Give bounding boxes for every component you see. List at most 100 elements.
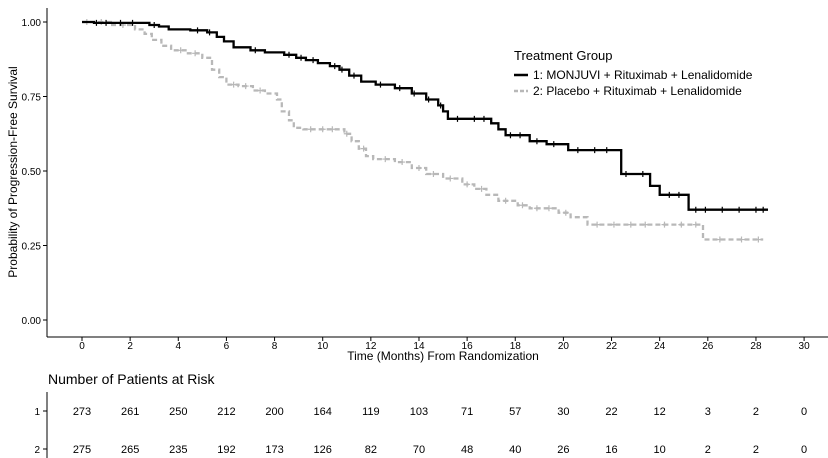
censor-mark [437,102,444,109]
risk-count: 82 [365,444,377,456]
x-tick-label: 16 [462,341,474,352]
risk-count: 126 [314,444,332,456]
censor-mark [93,19,100,26]
censor-mark [192,50,199,57]
risk-table: Number of Patients at Risk 1 273 261 250 212… [34,371,807,458]
censor-mark [692,206,699,213]
censor-mark [574,147,581,154]
y-tick-label: 0.50 [22,167,42,178]
risk-count: 48 [461,444,473,456]
risk-count: 12 [654,406,666,418]
censor-mark [430,170,437,177]
risk-count: 250 [169,406,187,418]
censor-mark [307,126,314,133]
risk-count: 261 [121,406,139,418]
risk-count: 3 [705,406,711,418]
censor-mark [454,115,461,122]
censor-mark [507,132,514,139]
y-axis-title: Probability of Progression-Free Survival [6,66,20,277]
censor-mark [755,236,762,243]
censor-mark [480,115,487,122]
y-tick-label: 0.25 [22,242,42,253]
censor-mark [343,130,350,137]
risk-count: 0 [801,406,807,418]
censor-mark [736,206,743,213]
censor-mark [319,126,326,133]
x-tick-label: 10 [317,341,329,352]
risk-count: 16 [605,444,617,456]
x-tick-label: 8 [272,341,278,352]
x-tick-label: 4 [175,341,181,352]
censor-mark [151,21,158,28]
x-tick-label: 24 [654,341,666,352]
x-tick-label: 0 [79,341,85,352]
x-tick-label: 12 [365,341,377,352]
series-line-2 [82,20,764,241]
censor-mark [329,126,336,133]
y-ticks: 0.00 0.25 0.50 0.75 1.00 [22,18,47,327]
censor-mark [661,221,668,228]
risk-count: 30 [557,406,569,418]
censor-mark [591,147,598,154]
censor-mark [242,83,249,90]
risk-count: 10 [654,444,666,456]
x-tick-label: 6 [224,341,230,352]
censor-mark [411,90,418,97]
risk-count: 273 [73,406,91,418]
risk-count: 22 [605,406,617,418]
censor-mark [206,29,213,36]
risk-count: 71 [461,406,473,418]
x-tick-label: 20 [558,341,570,352]
censor-mark [594,221,601,228]
censor-mark [399,159,406,166]
censor-mark [377,81,384,88]
censor-mark [425,96,432,103]
censor-mark [286,51,293,58]
x-tick-label: 14 [413,341,425,352]
censor-mark [396,85,403,92]
y-tick-label: 0.00 [22,316,42,327]
risk-rows: 1 273 261 250 212 200 164 119 103 71 57 30 22 12 3 2 02 2… [34,406,807,456]
censor-mark [639,170,646,177]
legend: Treatment Group 1: MONJUVI + Rituximab +… [514,48,753,98]
censor-mark [447,175,454,182]
risk-count: 0 [801,444,807,456]
censor-mark [257,87,264,94]
censor-mark [692,221,699,228]
censor-mark [627,221,634,228]
x-tick-label: 22 [606,341,618,352]
y-tick-label: 0.75 [22,93,42,104]
censor-mark [415,165,422,172]
censor-mark [478,185,485,192]
censor-mark [666,191,673,198]
legend-entry-1: 1: MONJUVI + Rituximab + Lenalidomide [533,68,753,82]
censor-mark [129,19,136,26]
censor-mark [562,209,569,216]
risk-count: 2 [705,444,711,456]
censor-mark [464,181,471,188]
risk-count: 235 [169,444,187,456]
y-tick-label: 1.00 [22,18,42,29]
censor-mark [678,221,685,228]
risk-count: 40 [509,444,521,456]
censor-mark [752,206,759,213]
risk-count: 70 [413,444,425,456]
censor-mark [310,57,317,64]
censor-mark [360,145,367,152]
censor-mark [533,205,540,212]
censor-mark [117,19,124,26]
x-tick-label: 30 [799,341,811,352]
risk-count: 164 [314,406,332,418]
risk-count: 103 [410,406,428,418]
censor-mark [471,115,478,122]
risk-count: 265 [121,444,139,456]
censor-mark [230,81,237,88]
risk-count: 275 [73,444,91,456]
censor-mark [738,236,745,243]
risk-count: 192 [217,444,235,456]
series-layer [82,19,768,243]
legend-title: Treatment Group [514,48,613,63]
censor-mark [382,156,389,163]
censor-mark [545,205,552,212]
censor-mark [760,206,767,213]
